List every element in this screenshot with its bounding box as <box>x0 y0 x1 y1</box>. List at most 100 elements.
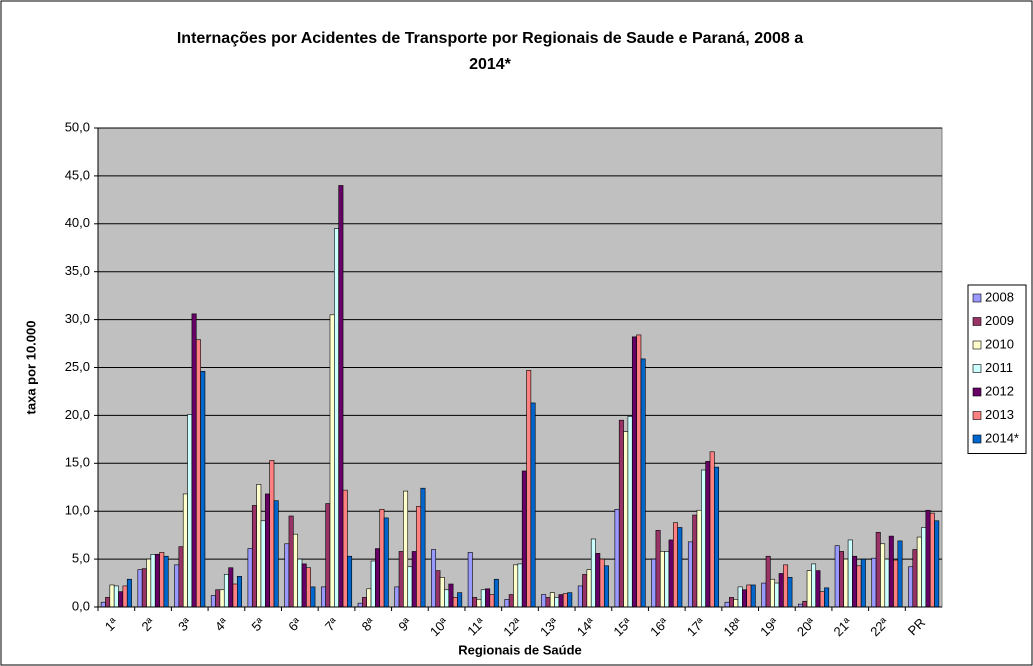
bar <box>567 592 573 608</box>
bar <box>733 599 739 608</box>
bar <box>210 595 216 608</box>
bar <box>659 551 665 608</box>
bar <box>819 591 825 608</box>
bar <box>366 588 372 608</box>
bar <box>457 592 463 608</box>
bar <box>398 551 404 608</box>
bar <box>517 563 523 608</box>
bar <box>256 484 262 608</box>
bar <box>737 586 743 608</box>
bar <box>137 569 143 608</box>
bar <box>251 505 257 608</box>
bar <box>357 602 363 608</box>
bar <box>489 594 495 608</box>
bar <box>705 461 711 608</box>
bar <box>247 548 253 608</box>
bar <box>146 558 152 608</box>
bar <box>673 522 678 608</box>
bar <box>774 582 780 608</box>
bar <box>856 565 862 608</box>
bar <box>687 541 693 608</box>
bar <box>306 567 312 608</box>
y-tick-label: 50,0 <box>65 119 90 134</box>
bar <box>513 564 519 608</box>
bar <box>554 597 560 608</box>
bar <box>375 548 381 608</box>
bar <box>394 586 400 608</box>
bar <box>714 466 720 608</box>
bar <box>347 555 353 608</box>
bar <box>847 539 853 608</box>
bar <box>435 570 441 608</box>
bar <box>921 527 927 608</box>
legend-label: 2014* <box>985 430 1019 445</box>
y-tick-label: 5,0 <box>72 551 90 566</box>
legend-label: 2010 <box>985 336 1014 351</box>
bar <box>379 508 385 608</box>
bar <box>595 553 601 608</box>
bar <box>586 569 592 608</box>
bar <box>284 543 290 608</box>
bar <box>508 594 514 608</box>
bar <box>577 585 583 608</box>
bar <box>187 414 193 608</box>
bar <box>599 558 605 608</box>
bar <box>174 564 180 608</box>
bar <box>182 493 188 608</box>
bar <box>815 570 821 608</box>
bar <box>338 185 344 608</box>
chart-title: Internações por Acidentes de Transporte … <box>176 30 804 73</box>
bar <box>228 567 234 608</box>
bar <box>843 558 849 608</box>
y-tick-label: 0,0 <box>72 598 90 613</box>
y-axis-label: taxa por 10.000 <box>23 321 38 415</box>
bar <box>916 536 922 608</box>
legend-label: 2012 <box>985 383 1014 398</box>
bar <box>908 566 914 608</box>
bar <box>439 577 445 608</box>
bar <box>219 589 225 608</box>
bar <box>273 500 279 608</box>
bar <box>320 586 326 608</box>
y-tick-label: 10,0 <box>65 503 90 518</box>
bar <box>884 558 890 608</box>
bar <box>526 370 532 608</box>
bar <box>444 589 450 608</box>
bar <box>269 460 275 608</box>
bar <box>750 584 756 608</box>
bar <box>342 489 348 608</box>
bar <box>154 554 160 608</box>
bar <box>232 583 238 608</box>
bar <box>806 570 812 608</box>
bar <box>677 527 683 608</box>
bar <box>696 509 702 608</box>
y-tick-label: 40,0 <box>65 215 90 230</box>
bar <box>493 578 499 608</box>
bar <box>370 560 376 608</box>
bar <box>292 533 298 608</box>
bar <box>871 557 877 608</box>
bar <box>655 530 661 608</box>
bar <box>893 559 899 608</box>
legend-label: 2011 <box>985 360 1013 375</box>
bar <box>288 515 294 608</box>
bar <box>664 551 670 608</box>
bar <box>728 597 734 608</box>
bar <box>631 336 637 608</box>
bar <box>472 597 478 608</box>
bar <box>416 506 422 608</box>
bar <box>824 587 830 608</box>
bar <box>362 597 367 608</box>
y-tick-label: 35,0 <box>65 263 90 278</box>
bar <box>640 358 646 608</box>
bar <box>141 568 147 608</box>
bar <box>178 546 184 608</box>
bar <box>260 520 266 608</box>
bar <box>467 552 473 608</box>
bar <box>530 402 536 608</box>
bar <box>925 509 931 608</box>
bar <box>746 584 752 608</box>
legend-label: 2009 <box>985 313 1014 328</box>
y-tick-label: 25,0 <box>65 359 90 374</box>
